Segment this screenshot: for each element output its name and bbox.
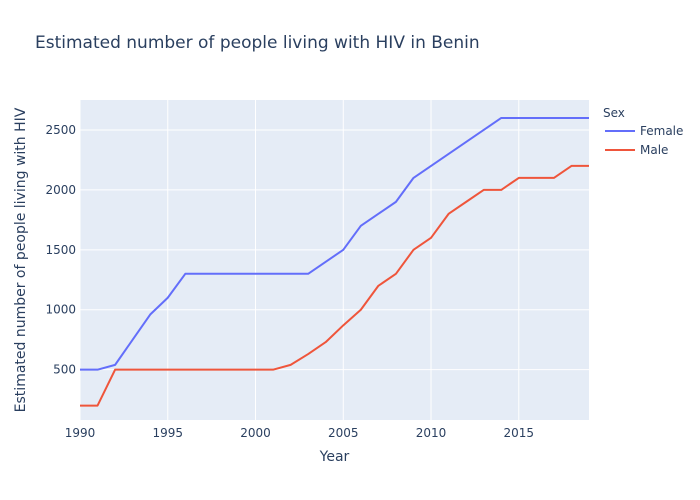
- legend-title: Sex: [603, 106, 625, 120]
- series-line-female: [80, 116, 589, 371]
- legend-item-female[interactable]: Female: [605, 124, 683, 138]
- y-axis-ticks: 500 1000 1500 2000 2500: [45, 123, 76, 377]
- series-lines: [80, 116, 589, 407]
- legend-item-male[interactable]: Male: [605, 143, 668, 157]
- legend-label: Male: [640, 143, 668, 157]
- y-tick-label: 1500: [45, 243, 76, 257]
- legend-label: Female: [640, 124, 683, 138]
- legend[interactable]: Sex Female Male: [603, 106, 683, 157]
- chart-title: Estimated number of people living with H…: [35, 33, 480, 53]
- x-tick-label: 2005: [328, 426, 359, 440]
- legend-items[interactable]: Female Male: [605, 124, 683, 157]
- x-tick-label: 1995: [152, 426, 183, 440]
- x-tick-label: 2010: [416, 426, 447, 440]
- y-tick-label: 2000: [45, 183, 76, 197]
- x-tick-label: 2015: [504, 426, 535, 440]
- y-tick-label: 1000: [45, 303, 76, 317]
- grid-lines: [79, 100, 589, 420]
- y-tick-label: 2500: [45, 123, 76, 137]
- x-tick-label: 1990: [65, 426, 96, 440]
- plot-area: [80, 100, 589, 420]
- x-tick-label: 2000: [240, 426, 271, 440]
- series-line-male: [80, 164, 589, 407]
- x-axis-ticks: 1990 1995 2000 2005 2010 2015: [65, 426, 534, 440]
- y-axis-title: Estimated number of people living with H…: [13, 107, 29, 412]
- x-axis-title: Year: [319, 449, 350, 465]
- y-tick-label: 500: [53, 363, 76, 377]
